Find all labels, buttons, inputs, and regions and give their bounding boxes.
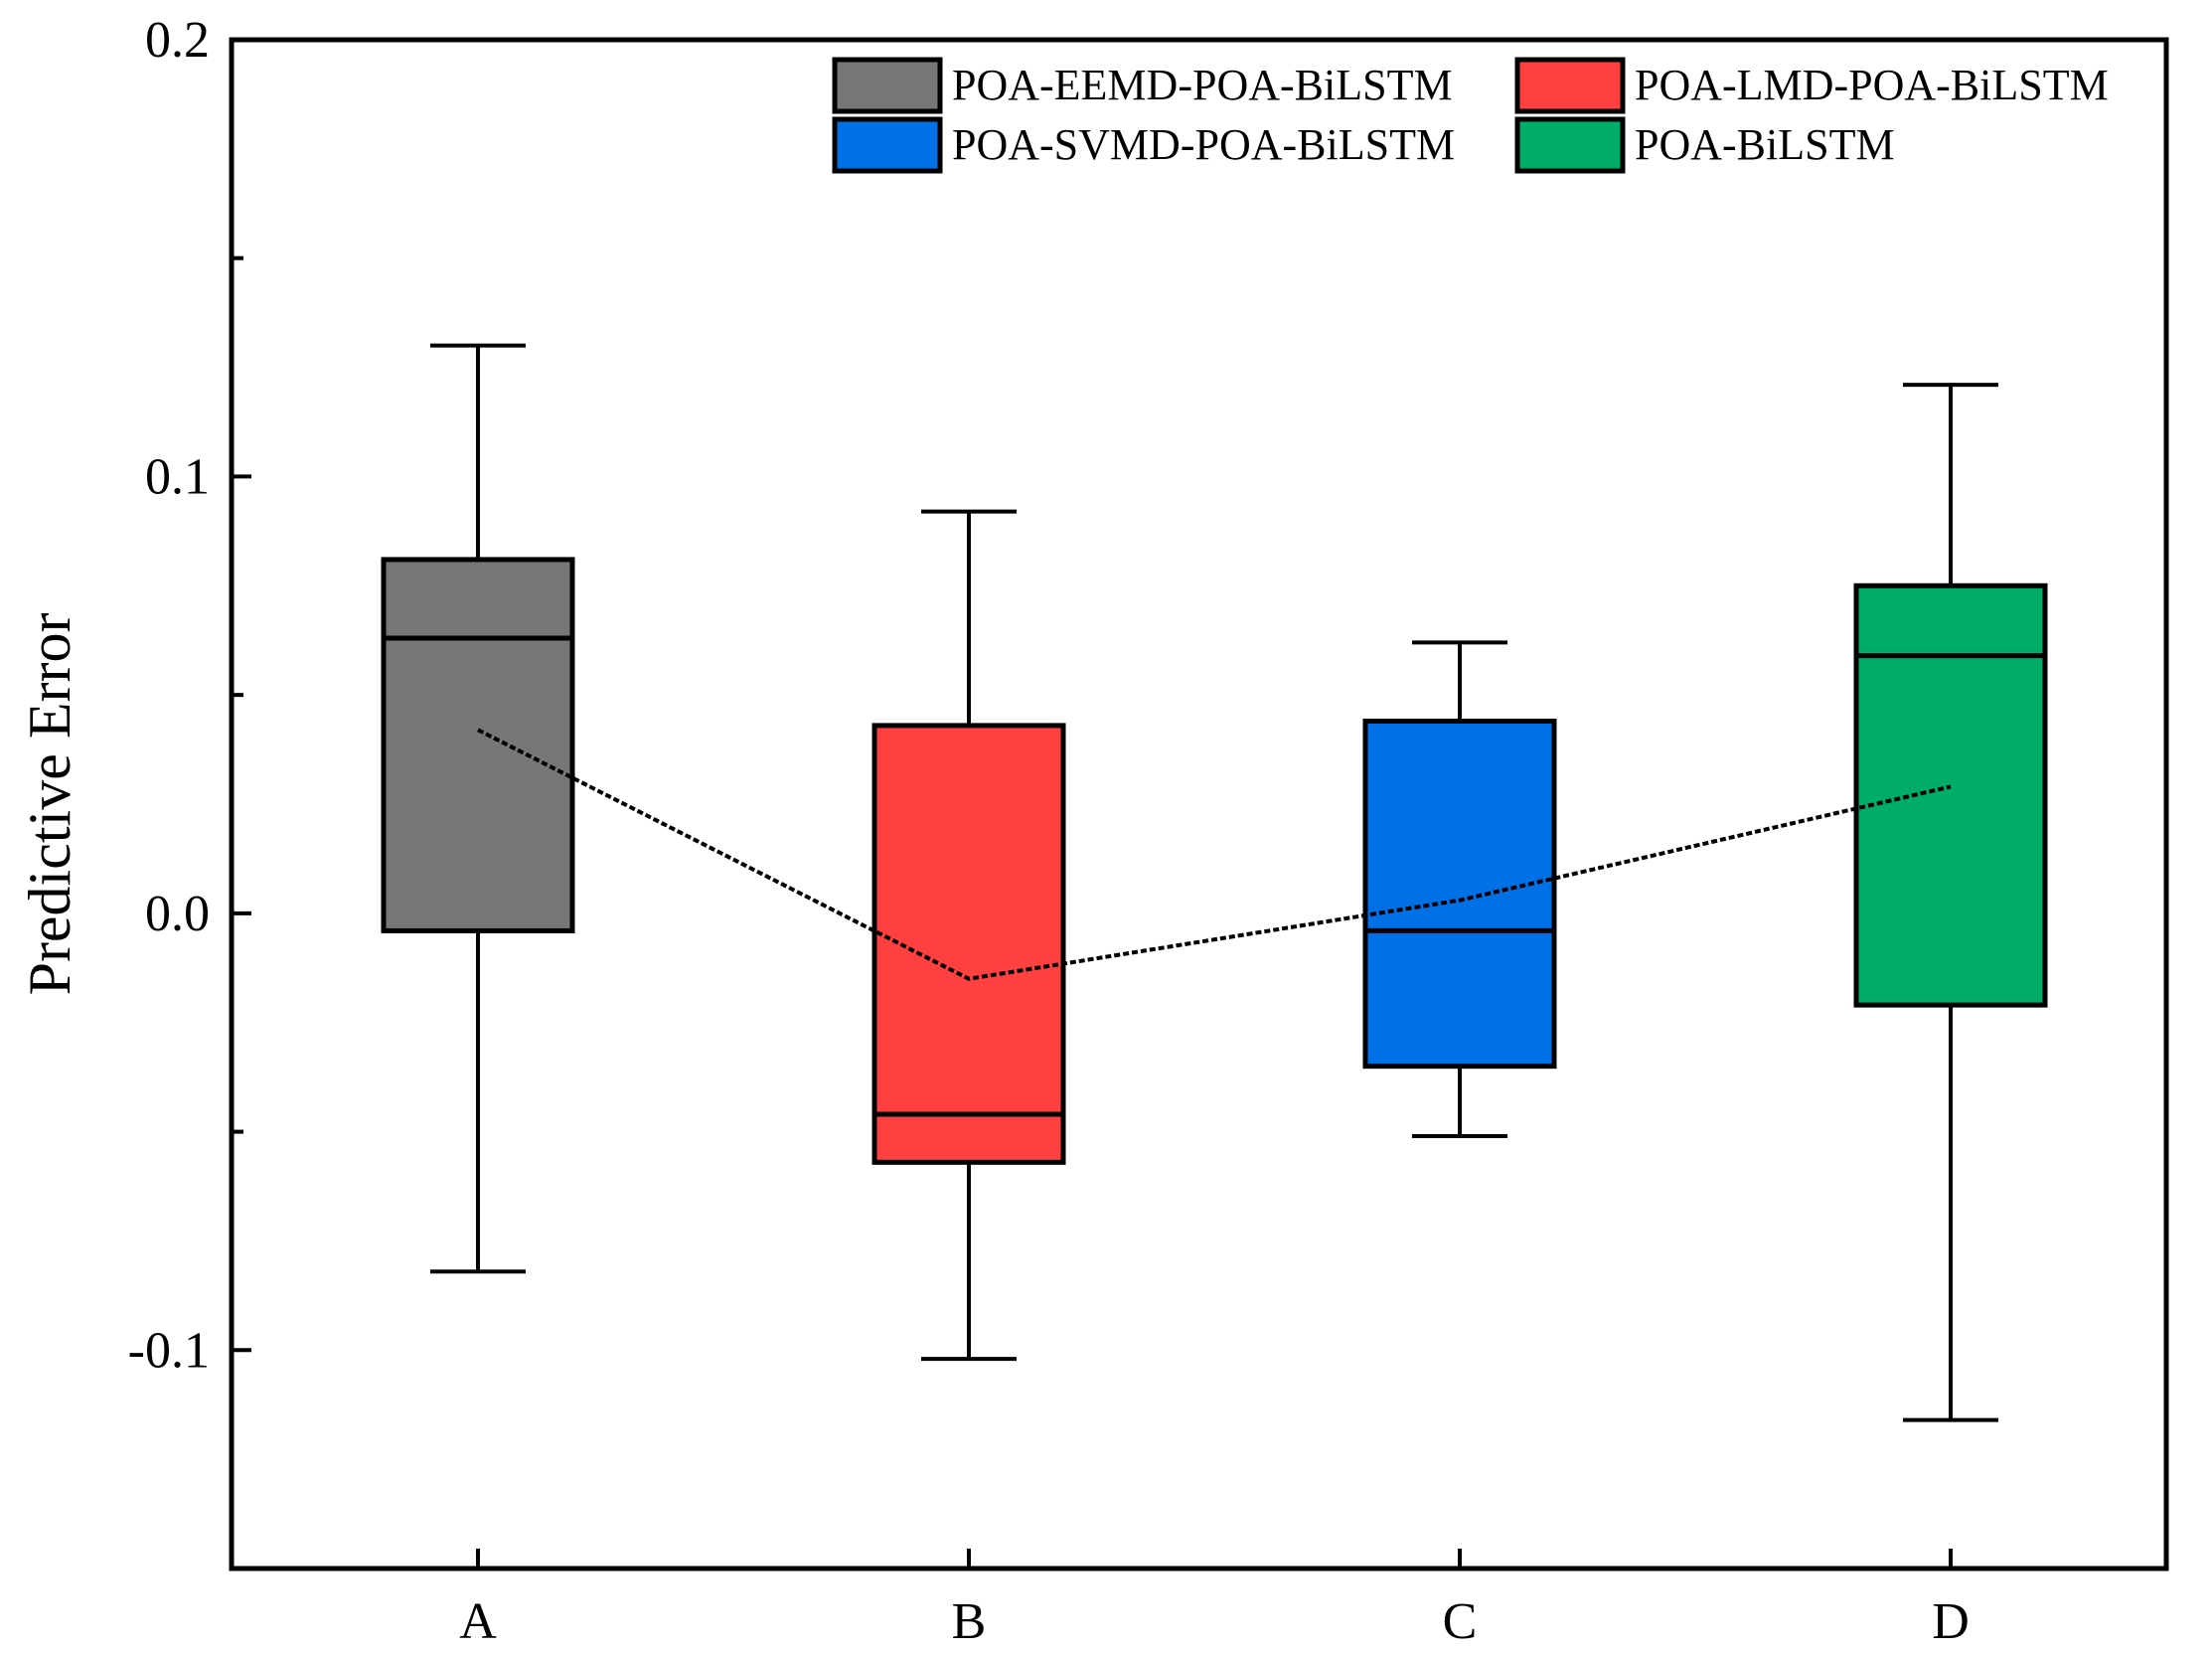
- box-body: [381, 557, 575, 933]
- legend-item: POA-EEMD-POA-BiLSTM: [832, 57, 1453, 114]
- x-tick-label: B: [952, 1593, 987, 1650]
- mean-line: [477, 728, 1952, 981]
- legend-label: POA-EEMD-POA-BiLSTM: [952, 61, 1453, 109]
- x-axis: A B C D: [459, 1549, 1970, 1650]
- box-C: [1362, 640, 1557, 1138]
- y-tick-label: 0.0: [145, 886, 210, 942]
- mean-line-layer: [477, 728, 1952, 981]
- legend-swatch: [1514, 116, 1626, 174]
- legend-label: POA-LMD-POA-BiLSTM: [1635, 61, 2109, 109]
- legend-item: POA-SVMD-POA-BiLSTM: [832, 116, 1455, 174]
- x-tick-label: A: [459, 1593, 497, 1650]
- y-tick-label: -0.1: [128, 1322, 210, 1379]
- box-body: [871, 723, 1066, 1165]
- y-axis-title: Predictive Error: [17, 613, 82, 996]
- legend-label: POA-BiLSTM: [1635, 120, 1895, 169]
- box-body: [1853, 582, 2048, 1008]
- legend-swatch: [832, 57, 943, 114]
- box-body: [1362, 719, 1557, 1070]
- legend-swatch: [1514, 57, 1626, 114]
- x-tick-label: C: [1443, 1593, 1478, 1650]
- x-tick-label: D: [1932, 1593, 1970, 1650]
- legend: POA-EEMD-POA-BiLSTM POA-LMD-POA-BiLSTM POA…: [832, 57, 2109, 174]
- legend-item: POA-LMD-POA-BiLSTM: [1514, 57, 2109, 114]
- boxes-layer: [381, 343, 2048, 1422]
- legend-swatch: [832, 116, 943, 174]
- box-B: [871, 509, 1066, 1362]
- box-A: [381, 343, 575, 1274]
- legend-item: POA-BiLSTM: [1514, 116, 1895, 174]
- plot-frame: [229, 37, 2169, 1571]
- box-D: [1853, 383, 2048, 1422]
- y-tick-label: 0.2: [145, 12, 210, 69]
- legend-label: POA-SVMD-POA-BiLSTM: [952, 120, 1455, 169]
- y-tick-label: 0.1: [145, 448, 210, 505]
- y-axis: -0.1 0.0 0.1 0.2: [128, 12, 251, 1379]
